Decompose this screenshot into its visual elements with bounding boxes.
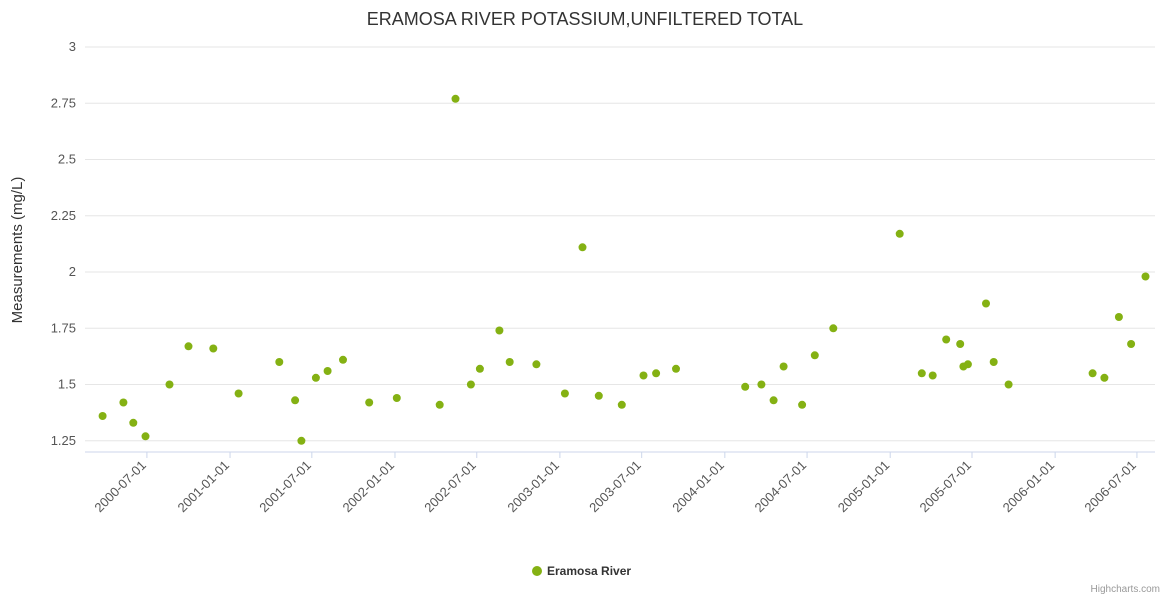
data-point[interactable] bbox=[466, 380, 475, 389]
data-point[interactable] bbox=[779, 362, 788, 371]
data-point[interactable] bbox=[917, 369, 926, 378]
data-point[interactable] bbox=[119, 398, 128, 407]
y-tick-label: 2 bbox=[69, 264, 76, 279]
data-point[interactable] bbox=[234, 389, 243, 398]
data-point[interactable] bbox=[1088, 369, 1097, 378]
gridlines bbox=[85, 46, 1155, 442]
data-point[interactable] bbox=[1114, 313, 1123, 321]
legend-item[interactable]: Eramosa River bbox=[532, 564, 631, 578]
data-point[interactable] bbox=[963, 360, 972, 369]
data-point[interactable] bbox=[475, 364, 484, 373]
y-axis-labels: 1.25 1.5 1.75 2 2.25 2.5 2.75 3 bbox=[51, 39, 76, 448]
data-point[interactable] bbox=[141, 432, 150, 441]
y-tick-label: 1.25 bbox=[51, 433, 76, 448]
x-tick-label: 2001-07-01 bbox=[256, 458, 314, 516]
y-axis-title: Measurements (mg/L) bbox=[9, 177, 26, 324]
data-point[interactable] bbox=[392, 394, 401, 402]
data-point[interactable] bbox=[594, 391, 603, 400]
x-tick-label: 2006-07-01 bbox=[1081, 458, 1139, 516]
data-point[interactable] bbox=[275, 358, 284, 366]
data-point[interactable] bbox=[291, 396, 300, 405]
y-tick-label: 1.5 bbox=[58, 377, 76, 392]
data-point[interactable] bbox=[165, 380, 174, 389]
x-tick-label: 2001-01-01 bbox=[175, 458, 233, 516]
data-point[interactable] bbox=[1141, 272, 1150, 281]
data-point[interactable] bbox=[895, 229, 904, 238]
data-point[interactable] bbox=[639, 371, 648, 380]
data-point[interactable] bbox=[1100, 373, 1109, 382]
data-point[interactable] bbox=[495, 326, 504, 335]
data-point[interactable] bbox=[129, 418, 138, 427]
data-point[interactable] bbox=[184, 342, 193, 351]
data-point[interactable] bbox=[560, 389, 569, 398]
data-point[interactable] bbox=[810, 351, 819, 360]
x-tick-label: 2005-01-01 bbox=[835, 458, 893, 516]
data-point[interactable] bbox=[942, 335, 951, 344]
data-point[interactable] bbox=[1004, 380, 1013, 389]
data-point[interactable] bbox=[798, 400, 807, 409]
legend-label[interactable]: Eramosa River bbox=[547, 564, 631, 578]
data-point[interactable] bbox=[311, 373, 320, 382]
data-point[interactable] bbox=[982, 299, 990, 308]
x-tick-label: 2004-07-01 bbox=[752, 458, 810, 516]
x-axis-labels: 2000-07-01 2001-01-01 2001-07-01 2002-01-01… bbox=[91, 458, 1139, 516]
data-point[interactable] bbox=[928, 371, 937, 380]
data-point[interactable] bbox=[578, 243, 587, 252]
y-tick-label: 2.75 bbox=[51, 95, 76, 110]
y-tick-label: 2.25 bbox=[51, 208, 76, 223]
data-point[interactable] bbox=[505, 358, 514, 366]
credits-link[interactable]: Highcharts.com bbox=[1091, 584, 1160, 595]
data-point[interactable] bbox=[652, 369, 661, 378]
data-point[interactable] bbox=[451, 94, 460, 103]
legend-marker-icon bbox=[532, 566, 542, 576]
data-point[interactable] bbox=[323, 367, 332, 375]
data-point[interactable] bbox=[532, 360, 541, 369]
data-point[interactable] bbox=[672, 364, 680, 373]
data-point[interactable] bbox=[741, 382, 750, 391]
x-tick-label: 2006-01-01 bbox=[1000, 458, 1058, 516]
data-point[interactable] bbox=[956, 340, 965, 348]
data-point[interactable] bbox=[339, 355, 347, 364]
data-points-group bbox=[98, 94, 1150, 445]
y-tick-label: 1.75 bbox=[51, 320, 76, 335]
data-point[interactable] bbox=[365, 398, 374, 407]
data-point[interactable] bbox=[297, 436, 306, 445]
data-point[interactable] bbox=[989, 358, 998, 366]
data-point[interactable] bbox=[435, 400, 444, 409]
x-tick-label: 2005-07-01 bbox=[916, 458, 974, 516]
data-point[interactable] bbox=[1127, 340, 1136, 348]
y-tick-label: 2.5 bbox=[58, 152, 76, 167]
x-tick-label: 2002-01-01 bbox=[339, 458, 397, 516]
data-point[interactable] bbox=[98, 412, 107, 420]
data-point[interactable] bbox=[829, 324, 838, 333]
data-point[interactable] bbox=[757, 380, 766, 389]
x-tick-label: 2003-07-01 bbox=[586, 458, 644, 516]
x-tick-label: 2003-01-01 bbox=[504, 458, 562, 516]
x-tick-label: 2004-01-01 bbox=[669, 458, 727, 516]
x-tick-label: 2002-07-01 bbox=[421, 458, 479, 516]
y-tick-label: 3 bbox=[69, 39, 76, 54]
page-title: ERAMOSA RIVER POTASSIUM,UNFILTERED TOTAL bbox=[367, 9, 803, 29]
data-point[interactable] bbox=[209, 344, 218, 353]
axis-lines bbox=[85, 451, 1155, 458]
data-point[interactable] bbox=[617, 400, 626, 409]
data-point[interactable] bbox=[769, 396, 778, 405]
x-tick-label: 2000-07-01 bbox=[91, 458, 149, 516]
